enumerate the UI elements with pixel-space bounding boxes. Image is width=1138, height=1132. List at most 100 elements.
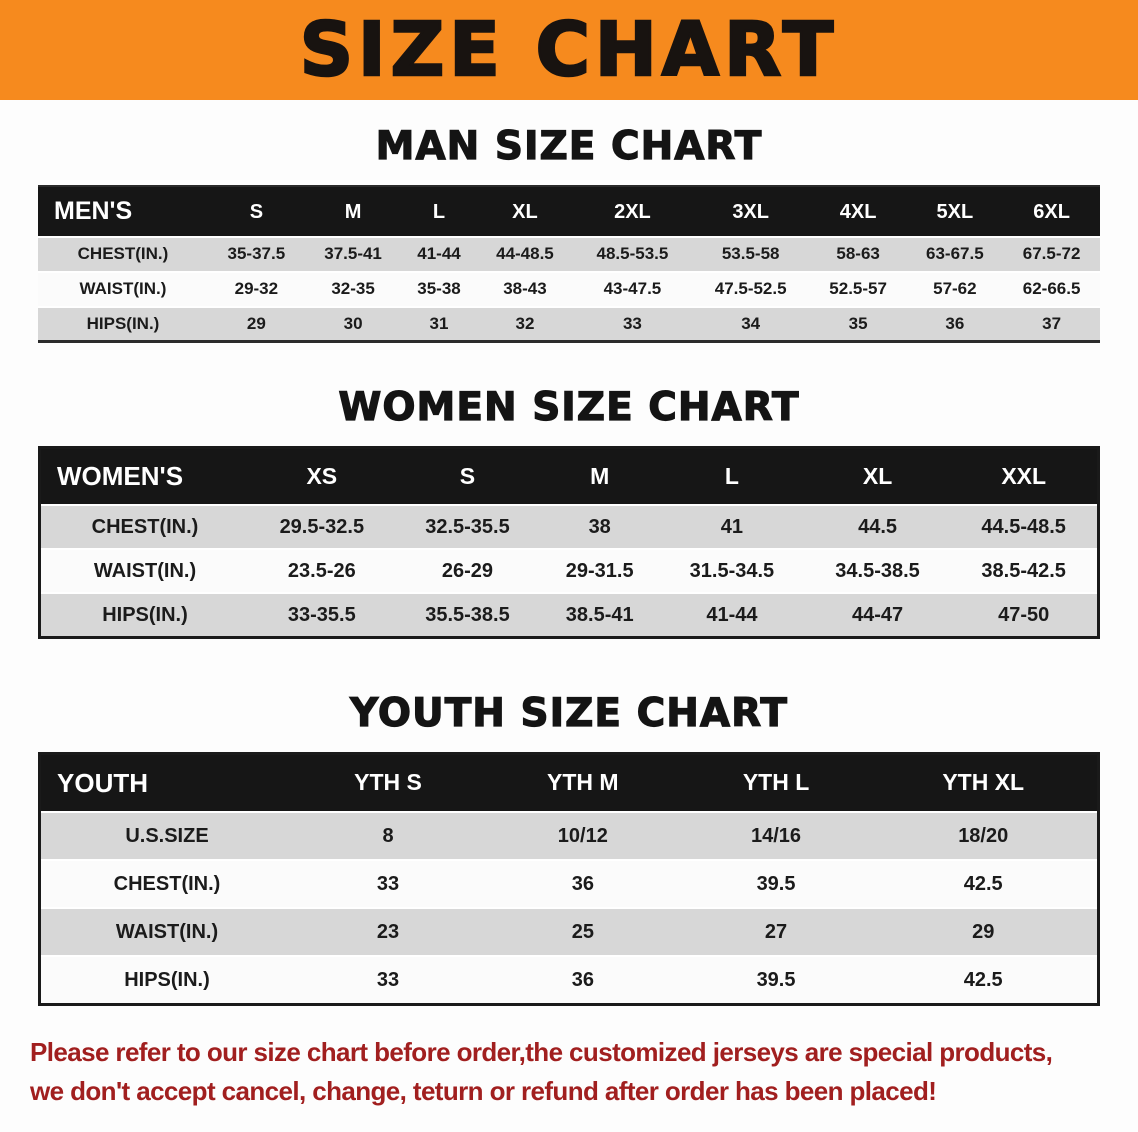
table-body: CHEST(IN.) 29.5-32.5 32.5-35.5 38 41 44.5 44.5… <box>39 504 1099 638</box>
disclaimer-notice: Please refer to our size chart before or… <box>0 1036 1138 1107</box>
table-row: CHEST(IN.) 35-37.5 37.5-41 41-44 44-48.5 48.5… <box>38 237 1100 273</box>
table-header-row: YOUTH YTH S YTH M YTH L YTH XL <box>39 753 1099 813</box>
size-value-cell: 37 <box>1042 313 1062 333</box>
size-value-cell: 32.5-35.5 <box>425 515 510 538</box>
size-value-cell: 29-32 <box>234 279 279 299</box>
size-value-cell: 47-50 <box>998 603 1050 626</box>
size-value-cell: 38.5-41 <box>565 603 634 626</box>
row-label-cell: CHEST(IN.) <box>113 873 221 896</box>
table-row: WAIST(IN.) 23 25 27 29 <box>39 908 1099 957</box>
size-value-cell: 27 <box>764 921 788 944</box>
size-column-header: YTH S <box>354 769 422 796</box>
size-value-cell: 23.5-26 <box>287 559 356 582</box>
disclaimer-line-2: we don't accept cancel, change, teturn o… <box>30 1075 937 1106</box>
size-value-cell: 29-31.5 <box>565 559 634 582</box>
size-value-cell: 67.5-72 <box>1022 244 1081 264</box>
youth-size-chart-section: YOUTH SIZE CHART YOUTH YTH S YTH M YTH L YTH… <box>0 690 1138 1007</box>
table-body: U.S.SIZE 8 10/12 14/16 18/20 CHEST(IN.) 33 36 39… <box>39 812 1099 1005</box>
size-value-cell: 53.5-58 <box>721 244 780 264</box>
size-value-cell: 41-44 <box>417 244 461 264</box>
youth-size-table: YOUTH YTH S YTH M YTH L YTH XL U.S.SIZE 8 10/12… <box>38 751 1100 1007</box>
row-label-cell: WAIST(IN.) <box>79 279 167 299</box>
size-value-cell: 52.5-57 <box>829 279 887 299</box>
size-column-header: L <box>724 462 739 489</box>
table-row: U.S.SIZE 8 10/12 14/16 18/20 <box>39 812 1099 861</box>
size-value-cell: 29 <box>246 313 266 333</box>
table-row: HIPS(IN.) 33-35.5 35.5-38.5 38.5-41 41-44 44-… <box>39 592 1099 638</box>
size-value-cell: 18/20 <box>958 825 1009 848</box>
row-label-cell: HIPS(IN.) <box>124 969 210 992</box>
table-body: CHEST(IN.) 35-37.5 37.5-41 41-44 44-48.5 48.5… <box>38 237 1100 342</box>
size-value-cell: 34 <box>741 313 761 333</box>
size-column-header: M <box>590 462 610 489</box>
title-banner: SIZE CHART <box>0 0 1138 100</box>
table-head: MEN'S S M L XL 2XL 3XL 4XL 5XL 6XL <box>38 185 1100 238</box>
size-value-cell: 41 <box>720 515 744 538</box>
size-value-cell: 26-29 <box>441 559 494 582</box>
size-value-cell: 47.5-52.5 <box>714 279 787 299</box>
size-value-cell: 10/12 <box>557 825 608 848</box>
men-size-table: MEN'S S M L XL 2XL 3XL 4XL 5XL 6XL CHEST(IN.) 35-37… <box>38 184 1100 344</box>
table-corner-label: MEN'S <box>54 196 133 225</box>
size-value-cell: 36 <box>571 873 594 896</box>
size-column-header: S <box>459 462 476 489</box>
size-value-cell: 38-43 <box>503 279 547 299</box>
size-column-header: 5XL <box>936 200 974 223</box>
size-column-header: 6XL <box>1033 200 1070 223</box>
table-row: CHEST(IN.) 29.5-32.5 32.5-35.5 38 41 44.5 44.5… <box>39 504 1099 549</box>
size-value-cell: 38 <box>588 515 611 538</box>
size-value-cell: 25 <box>571 921 594 944</box>
table-row: HIPS(IN.) 29 30 31 32 33 34 35 36 37 <box>38 306 1100 342</box>
size-value-cell: 29 <box>972 921 995 944</box>
size-value-cell: 33 <box>376 969 400 992</box>
size-value-cell: 37.5-41 <box>324 244 382 264</box>
disclaimer-line-1: Please refer to our size chart before or… <box>30 1037 1053 1068</box>
table-row: WAIST(IN.) 29-32 32-35 35-38 38-43 43-47.5 47.… <box>38 272 1100 307</box>
youth-chart-heading: YOUTH SIZE CHART <box>349 690 788 736</box>
size-value-cell: 32-35 <box>331 279 375 299</box>
size-column-header: XXL <box>1001 462 1047 489</box>
size-column-header: YTH L <box>742 769 810 796</box>
size-value-cell: 30 <box>343 313 363 333</box>
table-corner-label: YOUTH <box>57 767 148 798</box>
women-size-table: WOMEN'S XS S M L XL XXL CHEST(IN.) 29.5-32.5 32.5… <box>38 446 1100 639</box>
size-value-cell: 34.5-38.5 <box>835 559 920 582</box>
table-head: WOMEN'S XS S M L XL XXL <box>39 447 1099 505</box>
size-value-cell: 42.5 <box>963 969 1003 992</box>
size-value-cell: 48.5-53.5 <box>596 244 669 264</box>
size-value-cell: 36 <box>571 969 594 992</box>
size-value-cell: 44-48.5 <box>496 244 554 264</box>
size-value-cell: 23 <box>376 921 400 944</box>
table-row: WAIST(IN.) 23.5-26 26-29 29-31.5 31.5-34.5 34… <box>39 548 1099 593</box>
size-value-cell: 41-44 <box>706 603 758 626</box>
table-row: CHEST(IN.) 33 36 39.5 42.5 <box>39 860 1099 909</box>
size-value-cell: 43-47.5 <box>603 279 662 299</box>
table-head: YOUTH YTH S YTH M YTH L YTH XL <box>39 753 1099 813</box>
size-value-cell: 44.5-48.5 <box>981 515 1066 538</box>
size-column-header: YTH XL <box>942 769 1025 796</box>
size-column-header: 4XL <box>839 200 877 223</box>
row-label-cell: CHEST(IN.) <box>91 515 199 538</box>
size-value-cell: 36 <box>945 313 965 333</box>
size-value-cell: 44-47 <box>851 603 904 626</box>
row-label-cell: CHEST(IN.) <box>77 244 169 264</box>
row-label-cell: U.S.SIZE <box>125 825 209 848</box>
row-label-cell: HIPS(IN.) <box>102 603 188 626</box>
size-value-cell: 58-63 <box>836 244 880 264</box>
size-column-header: YTH M <box>547 769 619 796</box>
size-value-cell: 42.5 <box>963 873 1003 896</box>
size-value-cell: 8 <box>382 825 394 848</box>
size-value-cell: 33 <box>376 873 400 896</box>
row-label-cell: WAIST(IN.) <box>93 559 197 582</box>
size-value-cell: 63-67.5 <box>926 244 984 264</box>
size-value-cell: 62-66.5 <box>1022 279 1081 299</box>
size-column-header: M <box>344 200 362 223</box>
size-value-cell: 44.5 <box>858 515 898 538</box>
page-title: SIZE CHART <box>299 7 839 93</box>
size-value-cell: 33-35.5 <box>287 603 356 626</box>
table-header-row: MEN'S S M L XL 2XL 3XL 4XL 5XL 6XL <box>38 185 1100 238</box>
size-value-cell: 38.5-42.5 <box>981 559 1066 582</box>
table-corner-label: WOMEN'S <box>57 461 184 492</box>
size-value-cell: 32 <box>515 313 535 333</box>
